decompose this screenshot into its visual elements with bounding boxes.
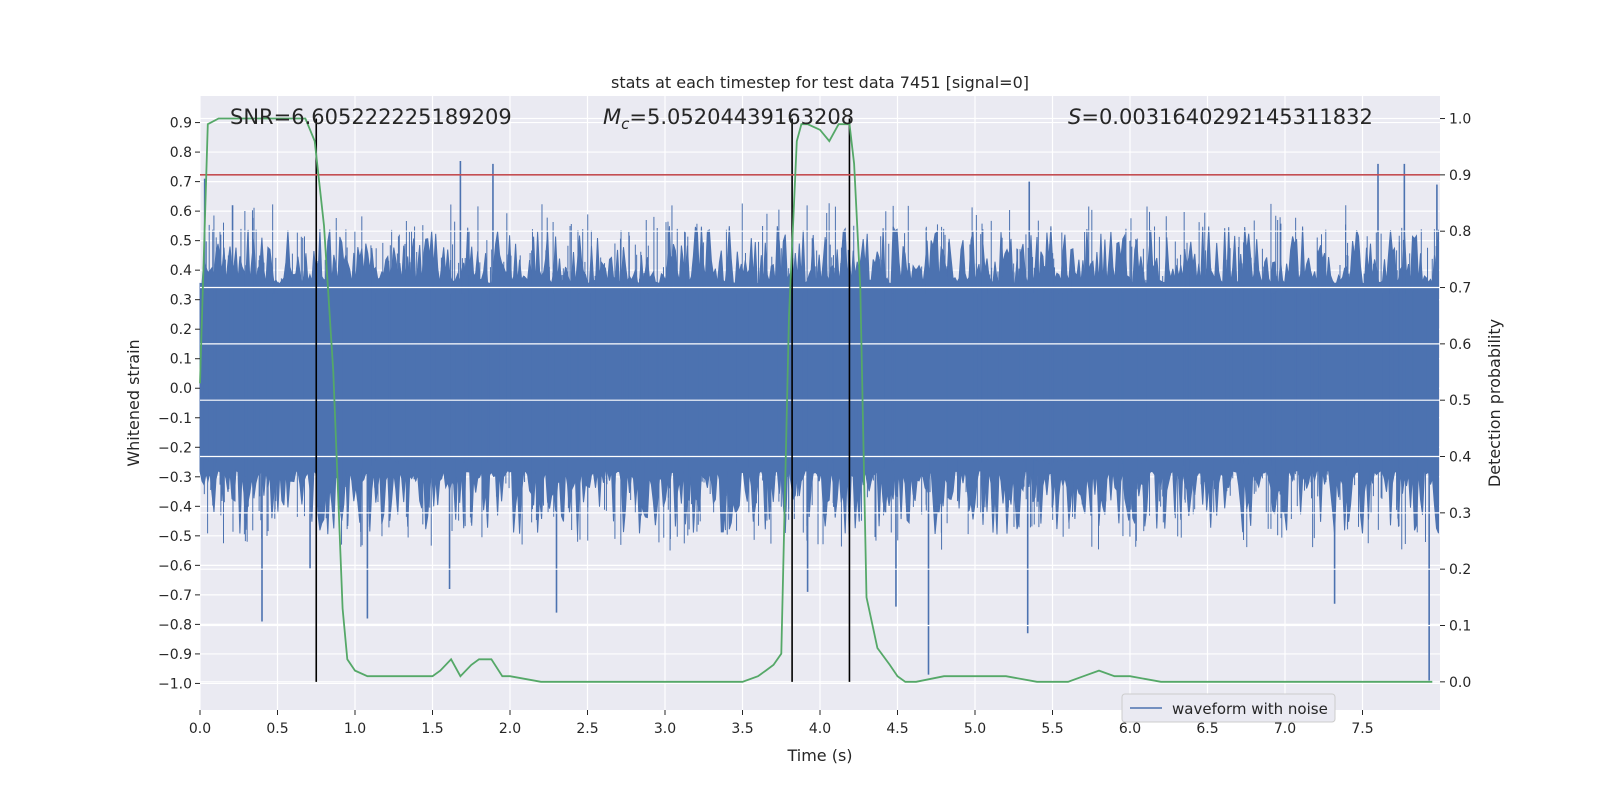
y-right-tick-label: 0.9 (1449, 168, 1471, 184)
x-axis-label: Time (s) (786, 746, 852, 765)
s-value: =0.003164029214531183​2 (1081, 105, 1373, 129)
y-tick-label: −0.9 (158, 647, 192, 663)
y-tick-label: −0.1 (158, 411, 192, 427)
x-tick-label: 6.5 (1196, 721, 1218, 737)
mc-value: =5.05204439163208 (629, 105, 854, 129)
y-axis-label: Whitened strain (124, 339, 143, 466)
axis-ticks: 0.0 0.5 1.0 1.5 2.0 2.5 3.0 3.5 4.0 4.5 5.0 5.5 6.0 6… (158, 112, 1471, 737)
y-tick-label: 0.0 (170, 381, 192, 397)
y-right-tick-label: 0.8 (1449, 224, 1471, 240)
x-tick-label: 6.0 (1119, 721, 1141, 737)
waveform-spikes (203, 160, 1438, 681)
y-tick-label: 0.4 (170, 263, 192, 279)
mc-annotation: Mc=5.05204439163208 (603, 105, 854, 133)
legend-box (1121, 693, 1336, 723)
y-tick-label: −0.2 (158, 440, 192, 456)
legend: waveform with noise (1121, 693, 1336, 723)
mc-subscript: c (621, 115, 630, 133)
x-tick-label: 5.5 (1041, 721, 1063, 737)
y-right-tick-label: 0.0 (1449, 675, 1471, 691)
y-tick-label: 0.5 (170, 234, 192, 250)
y-tick-label: −0.5 (158, 529, 192, 545)
y-tick-label: −1.0 (158, 676, 192, 692)
probability-series-line (199, 117, 1433, 683)
legend-label-waveform: waveform with noise (1172, 700, 1328, 718)
s-symbol: S (1068, 105, 1081, 129)
chart-title: stats at each timestep for test data 745… (611, 73, 1029, 92)
y-tick-label: −0.6 (158, 558, 192, 574)
y-right-tick-label: 1.0 (1449, 112, 1471, 128)
x-tick-label: 7.5 (1351, 721, 1373, 737)
event-lines (315, 118, 851, 682)
y-right-tick-label: 0.6 (1449, 337, 1471, 353)
y-right-tick-label: 0.7 (1449, 281, 1471, 297)
s-annotation: S=0.003164029214531183​2 (1068, 105, 1373, 129)
y-tick-label: 0.2 (170, 322, 192, 338)
y-tick-label: −0.4 (158, 499, 192, 515)
y-tick-label: −0.8 (158, 617, 192, 633)
x-tick-label: 2.5 (576, 721, 598, 737)
x-tick-label: 2.0 (499, 721, 521, 737)
x-tick-label: 7.0 (1274, 721, 1296, 737)
snr-annotation: SNR=6.605222225189209 (230, 105, 512, 129)
y-tick-label: 0.6 (170, 204, 192, 220)
x-tick-label: 4.0 (809, 721, 831, 737)
y-tick-label: 0.1 (170, 352, 192, 368)
y-right-tick-label: 0.1 (1449, 619, 1471, 635)
y-right-tick-label: 0.3 (1449, 506, 1471, 522)
y-tick-label: 0.7 (170, 175, 192, 191)
x-tick-label: 1.5 (421, 721, 443, 737)
y-tick-label: 0.8 (170, 145, 192, 161)
y-right-tick-label: 0.5 (1449, 393, 1471, 409)
y-right-tick-label: 0.4 (1449, 450, 1471, 466)
waveform-series (199, 203, 1439, 551)
x-tick-label: 4.5 (886, 721, 908, 737)
x-tick-label: 3.5 (731, 721, 753, 737)
y-right-tick-label: 0.2 (1449, 562, 1471, 578)
x-tick-label: 5.0 (964, 721, 986, 737)
right-axis-grid (200, 117, 1440, 683)
x-tick-label: 3.0 (654, 721, 676, 737)
y-tick-label: −0.3 (158, 470, 192, 486)
mc-symbol: M (603, 105, 621, 129)
y-tick-label: −0.7 (158, 588, 192, 604)
x-tick-label: 0.5 (266, 721, 288, 737)
y-tick-label: 0.3 (170, 293, 192, 309)
x-tick-label: 0.0 (189, 721, 211, 737)
x-tick-label: 1.0 (344, 721, 366, 737)
y-axis-right-label: Detection probability (1485, 319, 1504, 487)
y-tick-label: 0.9 (170, 116, 192, 132)
